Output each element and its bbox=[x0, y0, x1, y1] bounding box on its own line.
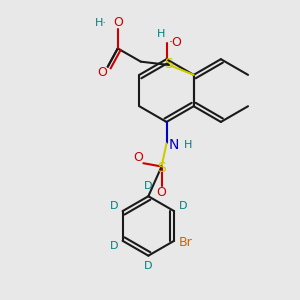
Text: N: N bbox=[169, 138, 179, 152]
Text: O: O bbox=[157, 186, 166, 200]
Text: D: D bbox=[144, 261, 153, 271]
Text: D: D bbox=[110, 201, 118, 211]
Text: D: D bbox=[178, 201, 187, 211]
Text: O: O bbox=[134, 151, 143, 164]
Text: Br: Br bbox=[179, 236, 193, 249]
Text: H·: H· bbox=[95, 18, 107, 28]
Text: D: D bbox=[110, 241, 118, 251]
Text: ·O: ·O bbox=[168, 36, 182, 49]
Text: O: O bbox=[113, 16, 123, 29]
Text: O: O bbox=[97, 66, 107, 79]
Text: H: H bbox=[184, 140, 192, 150]
Text: D: D bbox=[144, 181, 153, 191]
Text: S: S bbox=[157, 161, 166, 175]
Text: S: S bbox=[164, 57, 173, 71]
Text: H: H bbox=[156, 29, 165, 39]
